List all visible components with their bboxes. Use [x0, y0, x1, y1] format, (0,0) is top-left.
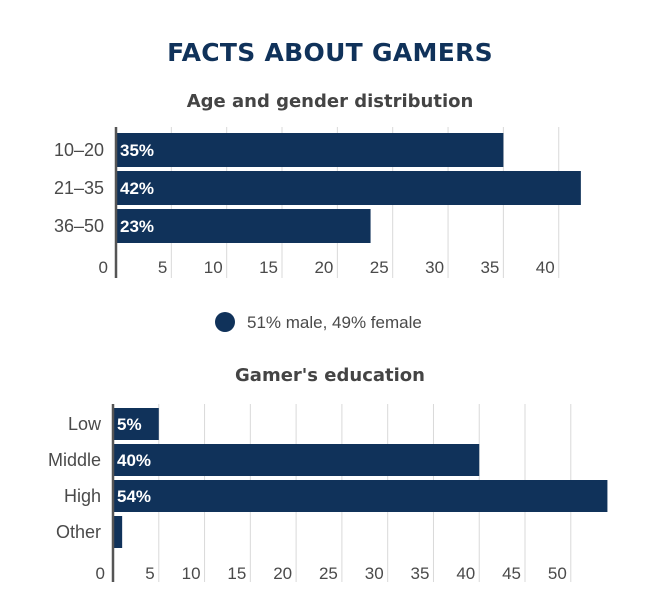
data-label: 5%	[117, 415, 142, 434]
x-tick-label: 5	[158, 258, 167, 277]
category-label: Other	[56, 522, 101, 542]
data-label: 40%	[117, 451, 151, 470]
data-label: 54%	[117, 487, 151, 506]
category-label: 36–50	[54, 216, 104, 236]
category-label: Middle	[48, 450, 101, 470]
x-tick-label: 25	[319, 564, 338, 583]
x-tick-label: 10	[204, 258, 223, 277]
legend: 51% male, 49% female	[215, 312, 422, 332]
x-tick-label: 40	[536, 258, 555, 277]
data-label: 23%	[120, 217, 154, 236]
x-tick-label: 0	[99, 258, 108, 277]
age-gender-chart: Age and gender distribution 10–20 35% 21–35…	[54, 91, 581, 332]
x-tick-label: 30	[365, 564, 384, 583]
x-tick-label: 40	[456, 564, 475, 583]
data-label: 35%	[120, 141, 154, 160]
x-tick-label: 20	[314, 258, 333, 277]
category-label: 21–35	[54, 178, 104, 198]
x-tick-label: 35	[411, 564, 430, 583]
x-tick-label: 35	[480, 258, 499, 277]
x-tick-label: 5	[145, 564, 154, 583]
x-tick-label: 50	[548, 564, 567, 583]
x-tick-label: 45	[502, 564, 521, 583]
x-tick-label: 10	[182, 564, 201, 583]
data-label: 42%	[120, 179, 154, 198]
category-label: Low	[68, 414, 102, 434]
legend-label: 51% male, 49% female	[247, 313, 422, 332]
bar	[113, 408, 159, 440]
x-tick-label: 20	[273, 564, 292, 583]
bar	[116, 209, 371, 243]
education-chart: Gamer's education Low 5% Middle 40% High 54% Ot…	[48, 365, 608, 583]
bar	[116, 171, 581, 205]
bar	[116, 133, 504, 167]
x-tick-label: 0	[96, 564, 105, 583]
category-label: 10–20	[54, 140, 104, 160]
legend-marker	[215, 312, 235, 332]
bar	[113, 480, 608, 512]
x-tick-label: 30	[425, 258, 444, 277]
bar	[113, 444, 480, 476]
chart-title: Gamer's education	[235, 365, 425, 386]
chart-title: Age and gender distribution	[187, 91, 474, 112]
bar	[113, 516, 123, 548]
x-tick-label: 15	[227, 564, 246, 583]
page-title: FACTS ABOUT GAMERS	[167, 38, 493, 67]
x-tick-label: 25	[370, 258, 389, 277]
category-label: High	[64, 486, 101, 506]
x-tick-label: 15	[259, 258, 278, 277]
